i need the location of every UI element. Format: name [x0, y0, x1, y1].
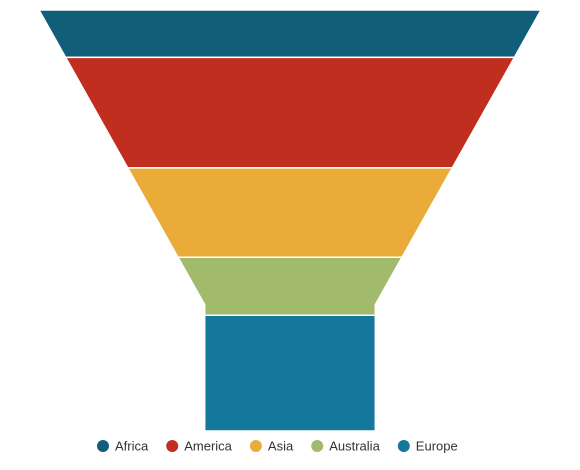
chart-legend: Africa America Asia Australia Europe: [97, 439, 458, 454]
legend-item-europe[interactable]: Europe: [397, 439, 458, 454]
legend-label-australia: Australia: [329, 439, 380, 454]
legend-label-europe: Europe: [416, 439, 458, 454]
legend-marker-africa: [97, 440, 109, 452]
funnel-segment-asia[interactable]: [126, 167, 454, 259]
legend-marker-america: [166, 440, 179, 452]
legend-marker-australia: [311, 440, 324, 452]
funnel-segment-europe[interactable]: [203, 314, 377, 432]
legend-label-africa: Africa: [115, 439, 149, 454]
funnel-segment-america[interactable]: [64, 56, 516, 169]
legend-marker-asia: [249, 440, 262, 452]
funnel-segments: [37, 9, 543, 432]
funnel-segment-australia[interactable]: [176, 256, 404, 316]
legend-item-asia[interactable]: Asia: [249, 439, 294, 454]
legend-item-america[interactable]: America: [166, 439, 233, 454]
funnel-segment-africa[interactable]: [37, 9, 543, 59]
legend-item-africa[interactable]: Africa: [97, 439, 149, 454]
legend-marker-europe: [397, 440, 410, 452]
legend-label-america: America: [184, 439, 232, 454]
legend-item-australia[interactable]: Australia: [311, 439, 381, 454]
legend-label-asia: Asia: [268, 439, 294, 454]
